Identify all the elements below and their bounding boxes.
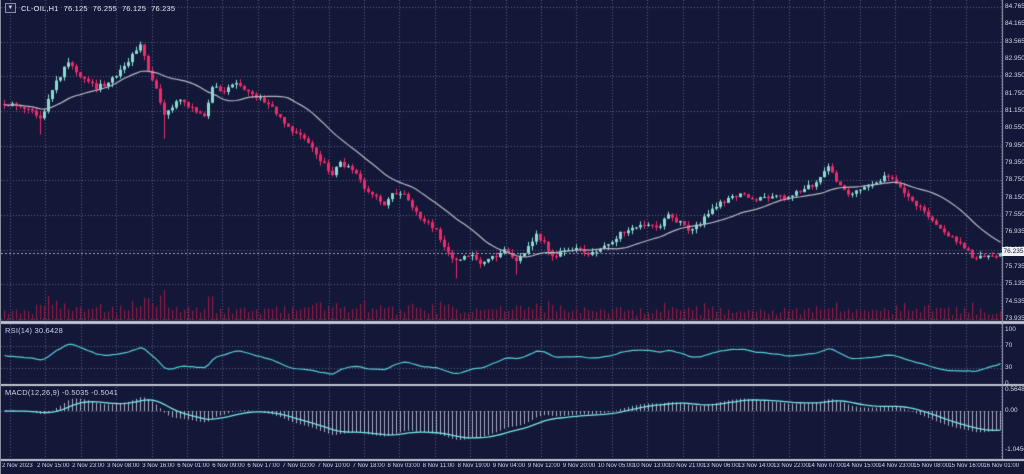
time-axis-label: 9 Nov 04:00 [492,463,526,469]
symbol-title: CL-OIL,H1 [21,3,59,13]
time-axis-label: 2 Nov 23:00 [72,463,105,469]
price-axis-label: 79.350 [1005,158,1024,166]
time-axis-label: 13 Nov 22:00 [773,463,809,469]
macd-axis-label: 0.5648 [1005,385,1024,393]
price-axis-label: 82.950 [1005,54,1024,62]
time-axis-label: 7 Nov 10:00 [317,463,350,469]
chart-header: ▼ CL-OIL,H1 76.125 76.255 76.125 76.235 [5,3,175,13]
macd-label: MACD(12,26,9) -0.5035 -0.5041 [5,388,118,397]
time-axis-label: 10 Nov 13:00 [632,463,669,469]
price-axis-label: 82.350 [1005,72,1024,80]
time-axis-label: 16 Nov 01:00 [983,463,1020,469]
time-axis-label: 9 Nov 12:00 [527,463,561,469]
price-axis-label: 76.935 [1005,228,1024,236]
price-axis-label: 75.735 [1005,262,1024,270]
time-axis-label: 8 Nov 19:00 [457,463,490,469]
ohlc-close: 76.235 [151,3,176,13]
time-axis-label: 13 Nov 14:00 [738,463,774,469]
price-axis-label: 83.565 [1005,37,1024,45]
time-axis-label: 2 Nov 2023 [2,463,33,469]
time-axis-label: 9 Nov 20:00 [562,463,596,469]
price-axis-label: 77.550 [1005,210,1024,218]
rsi-axis-label: 0 [1005,380,1009,387]
macd-axis-label: -1.0456 [1005,446,1024,453]
time-axis-label: 14 Nov 15:00 [843,463,879,469]
rsi-axis-label: 70 [1005,342,1013,350]
price-axis-label: 84.165 [1005,20,1024,28]
price-axis-label: 84.765 [1005,3,1024,10]
price-axis-label: 78.150 [1005,193,1024,201]
time-axis-label: 8 Nov 03:00 [387,463,420,469]
price-axis-label: 73.935 [1005,314,1024,322]
price-axis-label: 74.535 [1005,297,1024,305]
price-axis-label: 79.950 [1005,141,1024,149]
rsi-axis-label: 30 [1005,363,1013,371]
time-axis-label: 13 Nov 06:00 [703,463,739,469]
time-axis-label: 2 Nov 15:00 [37,463,70,469]
price-axis-label: 80.550 [1005,124,1024,132]
time-axis-label: 15 Nov 08:00 [913,463,949,469]
time-axis-label: 10 Nov 21:00 [667,463,704,469]
ohlc-open: 76.125 [63,3,88,13]
time-axis-label: 6 Nov 09:00 [212,463,245,469]
price-axis-label: 78.750 [1005,176,1024,184]
ohlc-low: 76.125 [121,3,147,13]
price-axis-label: 75.135 [1005,280,1024,288]
rsi-label: RSI(14) 30.6428 [5,326,64,335]
time-axis-label: 14 Nov 23:00 [878,463,914,469]
price-axis-label: 81.750 [1005,89,1024,97]
current-price-badge: 76.235 [1002,247,1024,256]
price-axis-label: 81.150 [1005,106,1024,114]
time-axis-label: 7 Nov 02:00 [282,463,315,469]
time-axis-label: 8 Nov 11:00 [422,463,455,469]
time-axis-label: 6 Nov 01:00 [177,463,210,469]
time-axis-label: 3 Nov 08:00 [107,463,140,469]
time-axis-label: 15 Nov 16:00 [948,463,985,469]
time-axis-label: 14 Nov 07:00 [808,463,844,469]
rsi-axis-label: 100 [1005,326,1016,333]
symbol-marker-icon[interactable]: ▼ [5,3,16,13]
macd-axis-label: 0.00 [1005,407,1018,414]
time-axis-label: 3 Nov 16:00 [142,463,175,469]
time-axis-label: 6 Nov 17:00 [247,463,280,469]
ohlc-high: 76.255 [92,3,117,13]
time-axis-label: 7 Nov 18:00 [352,463,385,469]
time-axis-label: 10 Nov 05:00 [597,463,634,469]
